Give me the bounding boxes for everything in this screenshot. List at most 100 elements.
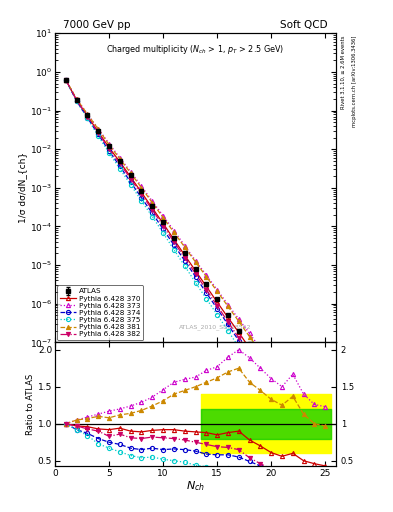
Pythia 6.428 370 (290, 407, 295, 413)
Pythia 6.428 381 (74, 96, 79, 102)
Pythia 6.428 373 (323, 433, 328, 439)
Pythia 6.428 373 (258, 345, 263, 351)
Pythia 6.428 370 (150, 205, 155, 211)
Line: Pythia 6.428 373: Pythia 6.428 373 (64, 78, 327, 438)
Pythia 6.428 374 (280, 401, 285, 407)
Pythia 6.428 381 (161, 215, 165, 221)
Pythia 6.428 370 (280, 391, 285, 397)
Pythia 6.428 382 (193, 270, 198, 276)
Pythia 6.428 381 (139, 185, 144, 191)
Text: Charged multiplicity ($N_{ch}$ > 1, $p_{T}$ > 2.5 GeV): Charged multiplicity ($N_{ch}$ > 1, $p_{… (107, 42, 285, 55)
Pythia 6.428 381 (301, 408, 306, 414)
Pythia 6.428 374 (139, 195, 144, 201)
Pythia 6.428 381 (247, 334, 252, 340)
Pythia 6.428 382 (312, 450, 317, 456)
Pythia 6.428 370 (193, 268, 198, 274)
Pythia 6.428 370 (323, 451, 328, 457)
Pythia 6.428 375 (290, 428, 295, 434)
Text: Soft QCD: Soft QCD (280, 20, 328, 30)
Pythia 6.428 370 (226, 314, 230, 321)
Pythia 6.428 381 (129, 170, 133, 176)
Pythia 6.428 374 (312, 452, 317, 458)
Pythia 6.428 370 (96, 129, 101, 135)
Pythia 6.428 373 (280, 375, 285, 381)
Pythia 6.428 370 (64, 77, 68, 83)
Pythia 6.428 381 (150, 200, 155, 206)
Pythia 6.428 375 (193, 280, 198, 286)
Pythia 6.428 373 (129, 168, 133, 175)
Line: Pythia 6.428 375: Pythia 6.428 375 (64, 78, 327, 489)
Pythia 6.428 373 (237, 316, 241, 322)
Pythia 6.428 374 (237, 337, 241, 344)
Pythia 6.428 375 (280, 411, 285, 417)
Pythia 6.428 382 (290, 416, 295, 422)
Pythia 6.428 374 (107, 148, 112, 154)
Pythia 6.428 375 (118, 166, 122, 172)
Pythia 6.428 375 (312, 465, 317, 471)
X-axis label: $N_{ch}$: $N_{ch}$ (186, 479, 205, 493)
Pythia 6.428 374 (172, 242, 176, 248)
Pythia 6.428 374 (269, 385, 274, 391)
Pythia 6.428 370 (182, 252, 187, 258)
Pythia 6.428 375 (247, 360, 252, 367)
Pythia 6.428 381 (172, 229, 176, 236)
Pythia 6.428 370 (161, 220, 165, 226)
Pythia 6.428 382 (226, 318, 230, 325)
Pythia 6.428 373 (193, 258, 198, 264)
Pythia 6.428 382 (139, 191, 144, 197)
Pythia 6.428 373 (161, 212, 165, 219)
Pythia 6.428 373 (85, 111, 90, 117)
Pythia 6.428 370 (172, 237, 176, 243)
Pythia 6.428 375 (74, 98, 79, 104)
Pythia 6.428 375 (150, 214, 155, 220)
Line: Pythia 6.428 382: Pythia 6.428 382 (64, 78, 327, 471)
Pythia 6.428 381 (182, 244, 187, 250)
Pythia 6.428 373 (172, 227, 176, 233)
Pythia 6.428 382 (301, 433, 306, 439)
Pythia 6.428 381 (323, 437, 328, 443)
Pythia 6.428 370 (312, 436, 317, 442)
Pythia 6.428 382 (150, 207, 155, 213)
Pythia 6.428 382 (172, 239, 176, 245)
Pythia 6.428 381 (96, 126, 101, 132)
Pythia 6.428 374 (96, 132, 101, 138)
Text: 7000 GeV pp: 7000 GeV pp (63, 20, 131, 30)
Pythia 6.428 370 (204, 283, 209, 289)
Pythia 6.428 382 (182, 254, 187, 261)
Pythia 6.428 373 (182, 243, 187, 249)
Pythia 6.428 381 (290, 393, 295, 399)
Pythia 6.428 382 (96, 130, 101, 136)
Pythia 6.428 374 (301, 434, 306, 440)
Pythia 6.428 382 (74, 97, 79, 103)
Pythia 6.428 375 (85, 115, 90, 121)
Pythia 6.428 381 (312, 422, 317, 429)
Pythia 6.428 375 (107, 150, 112, 156)
Y-axis label: 1/σ dσ/dN_{ch}: 1/σ dσ/dN_{ch} (18, 152, 27, 223)
Pythia 6.428 382 (118, 160, 122, 166)
Pythia 6.428 370 (258, 360, 263, 367)
Pythia 6.428 382 (161, 223, 165, 229)
Pythia 6.428 374 (193, 273, 198, 280)
Pythia 6.428 375 (226, 328, 230, 334)
Pythia 6.428 382 (237, 335, 241, 341)
Pythia 6.428 373 (204, 272, 209, 278)
Pythia 6.428 374 (226, 322, 230, 328)
Pythia 6.428 382 (269, 384, 274, 390)
Pythia 6.428 375 (215, 312, 220, 318)
Pythia 6.428 373 (74, 96, 79, 102)
Pythia 6.428 382 (129, 176, 133, 182)
Pythia 6.428 370 (269, 376, 274, 382)
Text: Rivet 3.1.10, ≥ 2.6M events: Rivet 3.1.10, ≥ 2.6M events (341, 36, 346, 110)
Pythia 6.428 373 (290, 390, 295, 396)
Line: Pythia 6.428 370: Pythia 6.428 370 (64, 78, 327, 456)
Pythia 6.428 381 (64, 77, 68, 83)
Pythia 6.428 370 (139, 189, 144, 196)
Pythia 6.428 374 (290, 417, 295, 423)
Pythia 6.428 375 (269, 395, 274, 401)
Pythia 6.428 381 (269, 363, 274, 369)
Pythia 6.428 381 (85, 111, 90, 117)
Pythia 6.428 373 (107, 140, 112, 146)
Pythia 6.428 374 (150, 210, 155, 216)
Pythia 6.428 375 (172, 247, 176, 253)
Pythia 6.428 374 (85, 115, 90, 121)
